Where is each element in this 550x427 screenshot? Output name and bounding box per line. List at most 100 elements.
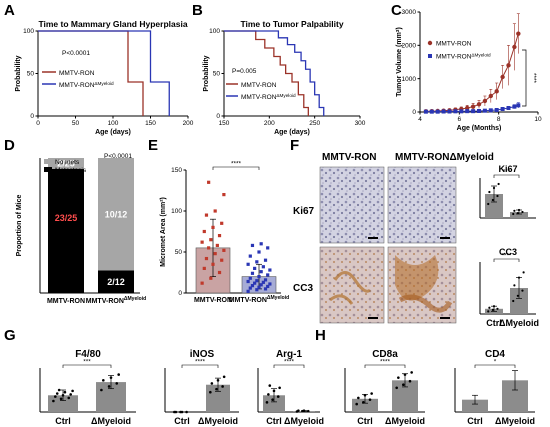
data-point xyxy=(521,289,524,292)
data-point xyxy=(57,388,61,392)
data-point xyxy=(363,393,367,397)
chart-title: F4/80 xyxy=(75,349,101,360)
legend-label-myeloid: MMTV-RONΔMyeloid xyxy=(59,81,114,90)
data-point xyxy=(265,401,269,404)
legend-label-myeloid: MMTV-RONΔMyeloid xyxy=(436,52,491,61)
x-category-label: MMTV-RONΔMyeloid xyxy=(229,295,289,304)
significance-bracket xyxy=(273,364,305,368)
bar-metastasis xyxy=(98,270,134,293)
bar xyxy=(263,395,285,412)
data-point xyxy=(370,392,373,395)
x-tick-label: 10 xyxy=(534,116,542,123)
data-point xyxy=(476,102,482,107)
data-point xyxy=(217,234,222,238)
x-axis-label: Age (Months) xyxy=(457,125,502,132)
x-category-label: ΔMyeloid xyxy=(495,416,535,426)
data-point xyxy=(100,388,103,392)
data-point xyxy=(59,397,63,401)
data-point xyxy=(213,252,217,256)
data-point xyxy=(512,104,517,109)
data-point xyxy=(491,308,494,311)
significance-stars: **** xyxy=(195,359,206,366)
data-point xyxy=(477,109,481,113)
data-point xyxy=(276,395,280,398)
bar-no-mets xyxy=(48,158,84,169)
significance-stars: **** xyxy=(231,161,242,168)
data-point xyxy=(54,395,57,398)
x-category-label: Ctrl xyxy=(55,416,71,426)
data-point xyxy=(250,271,255,275)
data-point xyxy=(209,276,213,280)
x-category-label: ΔMyeloid xyxy=(499,318,539,328)
x-category-label: ΔMyeloid xyxy=(284,416,324,426)
y-tick-label: 1000 xyxy=(402,76,417,83)
panel-label-d: D xyxy=(4,137,15,154)
x-category-label: Ctrl xyxy=(486,318,502,328)
micrograph-grid: MMTV-RON MMTV-RONΔMyeloid Ki67 CC3 xyxy=(293,152,494,324)
data-point xyxy=(257,285,261,289)
data-point xyxy=(216,379,220,382)
data-point xyxy=(496,307,499,310)
data-point xyxy=(408,379,412,383)
x-tick-label: 0 xyxy=(36,120,40,127)
y-tick-label: 50 xyxy=(213,71,221,78)
x-tick-label: 150 xyxy=(145,120,156,127)
data-point xyxy=(492,186,496,190)
data-point xyxy=(488,93,493,99)
data-point xyxy=(482,108,487,113)
p-value-d: P<0.0001 xyxy=(104,153,132,160)
data-point xyxy=(488,306,491,309)
significance-bracket xyxy=(493,258,520,262)
data-point xyxy=(102,379,105,382)
data-point xyxy=(204,256,209,261)
legend-swatch-metastasis xyxy=(44,167,52,172)
panel-label-c: C xyxy=(391,2,402,19)
x-category-label: ΔMyeloid xyxy=(385,416,425,426)
y-tick-label: 50 xyxy=(27,71,35,78)
data-point xyxy=(67,396,71,400)
data-point xyxy=(453,109,458,114)
p-value-a: P<0.0001 xyxy=(62,50,90,57)
significance-stars: **** xyxy=(501,253,512,260)
data-point xyxy=(516,103,521,108)
data-point xyxy=(357,396,360,400)
data-point xyxy=(487,310,490,313)
y-axis-label: Probability xyxy=(203,55,210,91)
data-point xyxy=(248,254,252,258)
data-point xyxy=(215,387,218,391)
data-point xyxy=(512,44,517,50)
data-point xyxy=(266,273,270,277)
legend-swatch-no-mets xyxy=(44,159,52,164)
data-point xyxy=(447,109,452,114)
x-tick-label: 50 xyxy=(72,120,80,127)
bar xyxy=(510,288,528,314)
data-point xyxy=(107,385,111,388)
chart-title: CC3 xyxy=(499,247,517,257)
data-point xyxy=(257,275,261,279)
legend-label-no-mets: No mets xyxy=(55,159,80,166)
significance-stars: **** xyxy=(530,73,537,84)
x-tick-label: 200 xyxy=(183,120,194,127)
x-tick-label: 6 xyxy=(458,116,462,123)
chart-title: Ki67 xyxy=(498,164,517,174)
data-point xyxy=(255,279,259,283)
x-category-label: ΔMyeloid xyxy=(91,416,131,426)
bar xyxy=(48,395,78,412)
data-point xyxy=(271,398,274,401)
data-point xyxy=(402,383,405,387)
data-point xyxy=(174,410,178,414)
y-tick-label: 100 xyxy=(23,28,34,35)
chart-title: Time to Tumor Palpability xyxy=(240,19,343,29)
micrograph-ki67-ron xyxy=(319,166,385,244)
chart-title: iNOS xyxy=(190,349,215,360)
data-point xyxy=(209,238,213,242)
data-point xyxy=(302,409,306,412)
data-point xyxy=(259,270,263,274)
data-point xyxy=(246,262,250,266)
data-point xyxy=(516,31,521,36)
x-tick-label: 200 xyxy=(264,120,275,127)
panel-label-g: G xyxy=(4,327,16,344)
data-point xyxy=(259,283,263,287)
data-point xyxy=(491,198,494,202)
